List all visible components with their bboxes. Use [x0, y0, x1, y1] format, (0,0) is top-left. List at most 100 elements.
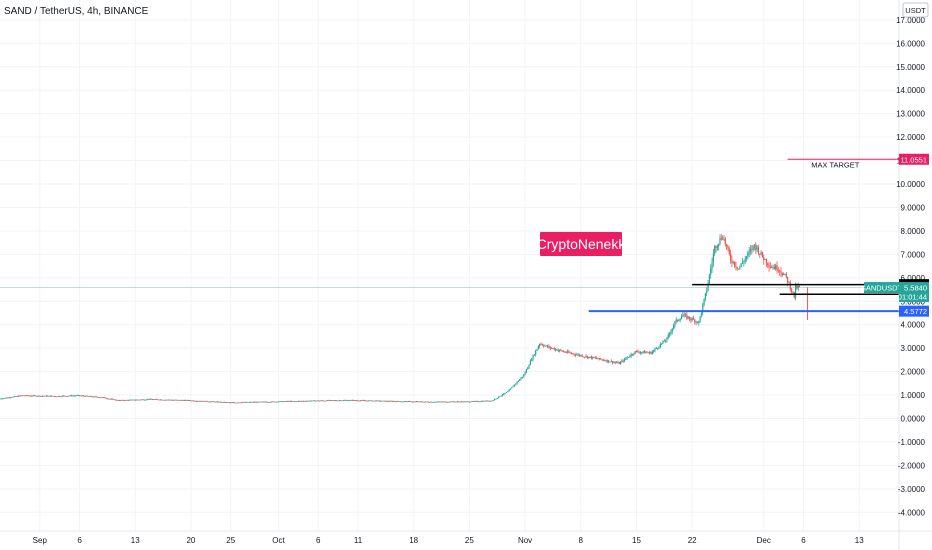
candle-body: [597, 358, 599, 360]
candle-body: [432, 402, 435, 403]
candle-body: [626, 357, 628, 359]
candle-body: [261, 401, 264, 403]
candle-body: [166, 399, 168, 401]
candle-body: [242, 402, 244, 404]
candle-body: [277, 401, 280, 403]
candle-body: [732, 261, 734, 263]
candle-body: [513, 384, 516, 387]
candle-body: [328, 400, 330, 402]
candle-body: [350, 400, 352, 401]
candle-body: [610, 361, 612, 362]
candle-body: [529, 360, 531, 366]
candle-body: [646, 352, 648, 354]
candle-body: [257, 401, 260, 403]
candle-body: [450, 401, 452, 403]
candle-body: [399, 401, 402, 403]
candle-body: [512, 386, 514, 388]
candle-body: [699, 316, 701, 322]
candle-body: [731, 260, 733, 263]
currency-badge[interactable]: USDT: [902, 2, 929, 18]
candle-body: [730, 253, 732, 261]
candle-body: [547, 345, 549, 348]
candle-body: [493, 399, 496, 401]
candle-body: [598, 358, 600, 359]
candle-body: [293, 401, 295, 402]
candle-body: [639, 352, 642, 354]
candle-body: [251, 401, 253, 403]
candle-body: [674, 321, 676, 326]
y-tick-label: -4.0000: [898, 508, 926, 517]
candle-body: [695, 321, 697, 323]
candle-body: [779, 270, 781, 272]
candle-body: [147, 399, 150, 401]
candle-body: [582, 356, 585, 358]
candle-body: [68, 395, 70, 397]
candle-body: [12, 396, 14, 398]
price-axis[interactable]: 17.0000 16.0000 15.0000 14.0000 13.0000 12.00…: [896, 0, 926, 550]
candle-body: [264, 401, 266, 403]
time-axis[interactable]: Sep 6 13 20 25 Oct 6 11 18 25 Nov 8 15 22 Dec 6 13: [0, 530, 932, 545]
candle-body: [21, 395, 24, 397]
candle-body: [338, 400, 341, 402]
candle-body: [67, 395, 69, 397]
candle-body: [691, 318, 693, 320]
candle-body: [314, 400, 317, 402]
candle-body: [419, 401, 421, 403]
candle-body: [528, 365, 530, 368]
candle-body: [442, 401, 444, 403]
candle-body: [387, 401, 390, 403]
candle-body: [757, 247, 760, 254]
candle-body: [41, 395, 44, 397]
candle-body: [482, 401, 484, 402]
candle-body: [707, 283, 709, 291]
candle-body: [543, 345, 545, 347]
candle-body: [507, 391, 509, 393]
candle-body: [240, 402, 242, 404]
candle-body: [527, 367, 529, 370]
candle-body: [496, 397, 498, 399]
candle-body: [495, 398, 497, 400]
candle-body: [726, 244, 728, 247]
candle-body: [552, 348, 554, 349]
candle-body: [322, 400, 325, 402]
candle-body: [751, 249, 753, 250]
candle-body: [118, 400, 120, 402]
candle-body: [609, 361, 611, 363]
watermark-bg: [540, 232, 622, 256]
candle-body: [650, 351, 652, 354]
candle-body: [410, 401, 412, 403]
candle-series: [0, 234, 809, 404]
candle-body: [11, 397, 13, 399]
candle-body: [505, 392, 508, 393]
candle-body: [6, 397, 8, 399]
candle-body: [279, 401, 281, 403]
candle-body: [409, 401, 411, 403]
candle-body: [321, 400, 323, 402]
candle-body: [218, 401, 220, 403]
candle-body: [704, 293, 707, 299]
candle-body: [301, 400, 303, 402]
candle-body: [82, 395, 85, 397]
candle-body: [630, 354, 632, 357]
candle-body: [288, 401, 290, 403]
candle-body: [53, 396, 55, 397]
candle-body: [600, 358, 602, 360]
candle-body: [556, 349, 558, 351]
candle-body: [487, 400, 489, 402]
candle-body: [151, 399, 154, 401]
candle-body: [222, 401, 224, 403]
candle-body: [439, 401, 441, 403]
candle-body: [63, 395, 65, 397]
candle-body: [533, 354, 535, 356]
candle-body: [10, 397, 12, 399]
candle-body: [139, 399, 142, 401]
candle-body: [641, 352, 643, 354]
candle-body: [340, 400, 342, 402]
candle-body: [658, 347, 660, 349]
candle-body: [71, 395, 73, 397]
candle-body: [292, 401, 294, 402]
candle-body: [109, 398, 111, 400]
candle-body: [764, 259, 766, 260]
candle-body: [608, 360, 610, 362]
